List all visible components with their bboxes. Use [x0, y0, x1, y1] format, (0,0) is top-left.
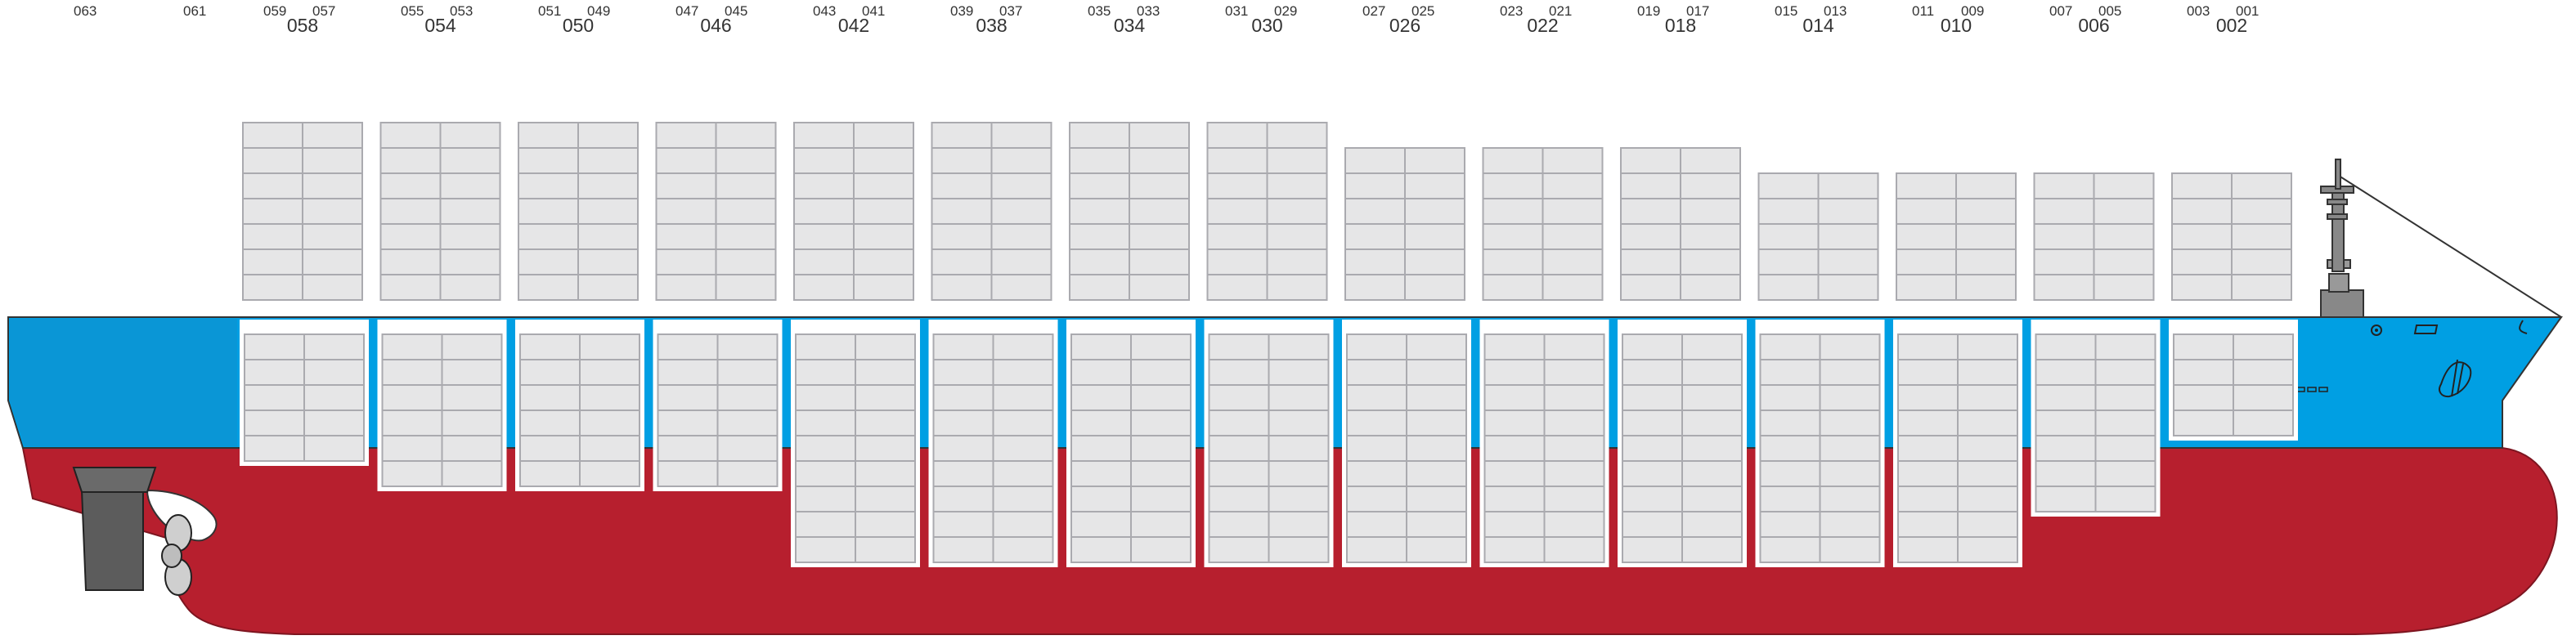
- bay-number-main: 042: [838, 15, 869, 36]
- hold-stack: [928, 320, 1058, 567]
- bay-number-small: 041: [862, 3, 885, 19]
- bay-number-small: 049: [587, 3, 610, 19]
- bay-number-main: 018: [1665, 15, 1696, 36]
- bay-number-small: 061: [183, 3, 206, 19]
- bay-number-small: 045: [725, 3, 747, 19]
- bay-number-small: 037: [999, 3, 1022, 19]
- deck-stack: [1206, 122, 1328, 301]
- bay-number-small: 001: [2236, 3, 2259, 19]
- bay-number-main: 026: [1389, 15, 1420, 36]
- bay-number-small: 003: [2187, 3, 2210, 19]
- bay-number-small: 027: [1362, 3, 1385, 19]
- hold-stack: [2169, 320, 2298, 441]
- bay-number-small: 023: [1500, 3, 1523, 19]
- deck-stack: [1069, 122, 1190, 301]
- bay-number-main: 058: [287, 15, 318, 36]
- bay-number-row-main: 058 054 050 046 042 038 034 030 026 022 018 014 010 0…: [287, 15, 2247, 36]
- hold-stack: [515, 320, 644, 491]
- hold-stack: [377, 320, 507, 491]
- bay-number-small: 039: [950, 3, 973, 19]
- hold-stack: [653, 320, 783, 491]
- bay-number-main: 046: [700, 15, 731, 36]
- bay-number-small: 005: [2098, 3, 2121, 19]
- hold-stack: [1066, 320, 1196, 567]
- bay-number-small: 029: [1274, 3, 1297, 19]
- deck-stack: [518, 122, 639, 301]
- bay-number-small: 007: [2049, 3, 2072, 19]
- deck-stack: [1620, 147, 1741, 301]
- bay-number-main: 034: [1114, 15, 1146, 36]
- hold-stack: [240, 320, 369, 466]
- deck-stack: [793, 122, 914, 301]
- bay-number-row-small: 063 061 059 057 055 053 051 049 047 045 043 041 039 0…: [74, 3, 2259, 19]
- hold-stack: [791, 320, 920, 567]
- bay-number-small: 051: [538, 3, 561, 19]
- bay-number-small: 011: [1912, 3, 1934, 19]
- bay-number-small: 053: [450, 3, 473, 19]
- bay-number-main: 030: [1251, 15, 1282, 36]
- bay-number-small: 031: [1225, 3, 1248, 19]
- hold-stack: [1479, 320, 1609, 567]
- bay-number-small: 017: [1686, 3, 1709, 19]
- bay-number-main: 002: [2216, 15, 2247, 36]
- bay-number-small: 009: [1961, 3, 1984, 19]
- bay-number-main: 014: [1802, 15, 1834, 36]
- bay-number-main: 054: [424, 15, 456, 36]
- deck-stack: [1757, 172, 1879, 301]
- bay-number-small: 055: [401, 3, 424, 19]
- bay-number-main: 022: [1527, 15, 1558, 36]
- hold-stack: [1342, 320, 1471, 567]
- upper-hull-aft-shade: [10, 319, 237, 446]
- deck-stack: [242, 122, 363, 301]
- hold-stack: [1618, 320, 1747, 567]
- deck-stack: [379, 122, 501, 301]
- forestay-line: [2338, 175, 2562, 318]
- hold-stack: [1755, 320, 1885, 567]
- anchor-icon: [2439, 359, 2472, 398]
- deck-stack: [931, 122, 1052, 301]
- bay-number-main: 006: [2078, 15, 2109, 36]
- hold-stack: [1204, 320, 1334, 567]
- bay-number-small: 059: [263, 3, 286, 19]
- on-deck-container-stacks: [242, 122, 2292, 301]
- bay-number-small: 021: [1549, 3, 1572, 19]
- foremast: [2320, 159, 2364, 318]
- bay-number-small: 015: [1775, 3, 1797, 19]
- bay-number-small: 047: [675, 3, 698, 19]
- deck-stack: [2033, 172, 2155, 301]
- hold-stack: [1893, 320, 2022, 567]
- hold-stack: [2031, 320, 2161, 517]
- deck-stack: [1344, 147, 1465, 301]
- bay-number-small: 019: [1637, 3, 1660, 19]
- rudder: [80, 490, 144, 591]
- bay-number-main: 010: [1941, 15, 1972, 36]
- bay-number-small: 033: [1137, 3, 1160, 19]
- deck-stack: [655, 122, 777, 301]
- bay-number-small: 057: [312, 3, 335, 19]
- bay-number-small: 035: [1088, 3, 1111, 19]
- below-deck-container-stacks: [240, 320, 2298, 567]
- propeller: [161, 514, 192, 596]
- bay-number-main: 038: [976, 15, 1007, 36]
- deck-stack: [1896, 172, 2017, 301]
- bay-number-small: 025: [1411, 3, 1434, 19]
- rudder-stock: [72, 467, 157, 493]
- bay-number-small: 043: [813, 3, 836, 19]
- deck-stack: [2171, 172, 2292, 301]
- bay-number-small: 063: [74, 3, 96, 19]
- bay-number-main: 050: [563, 15, 594, 36]
- bay-number-small: 013: [1824, 3, 1847, 19]
- deck-stack: [1482, 147, 1604, 301]
